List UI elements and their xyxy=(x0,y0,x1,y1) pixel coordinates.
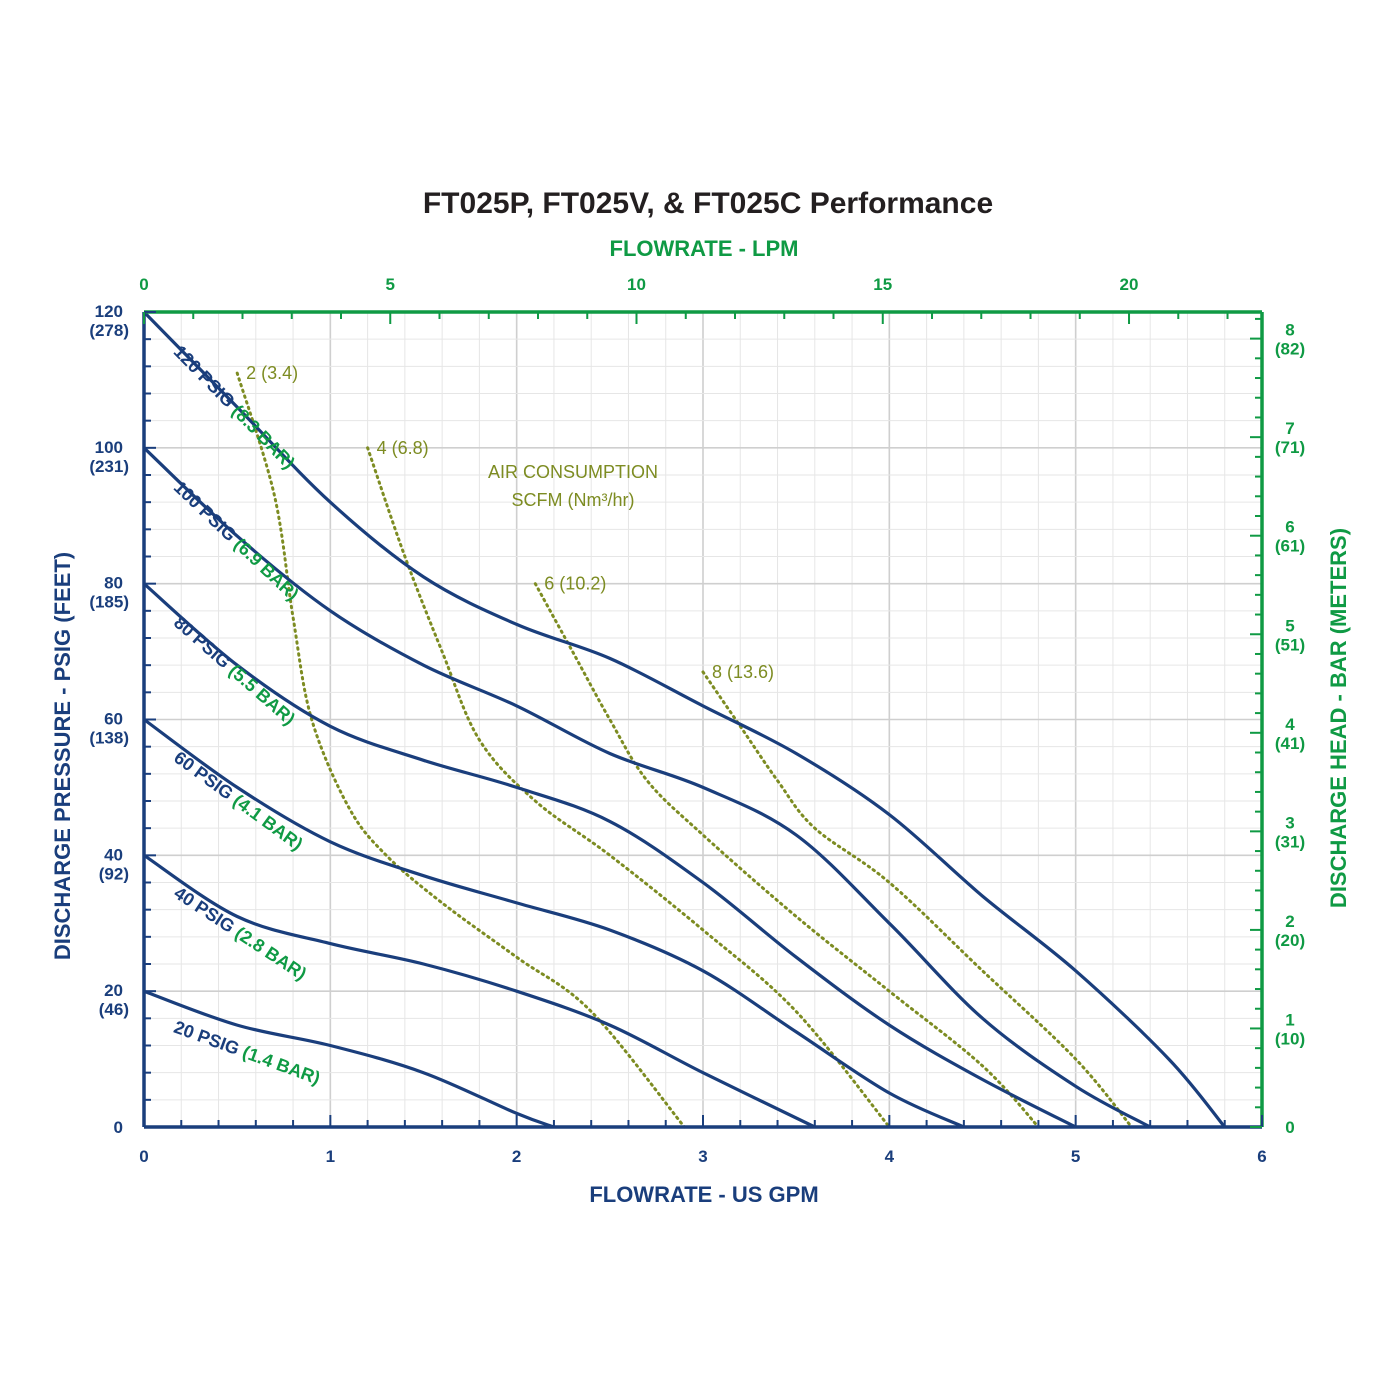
bottom-tick-label: 4 xyxy=(885,1147,895,1166)
left-tick-label: 80 xyxy=(104,574,123,593)
left-tick-label: 20 xyxy=(104,981,123,1000)
bottom-tick-label: 5 xyxy=(1071,1147,1080,1166)
right-tick-label: 2 xyxy=(1285,912,1294,931)
top-tick-label: 15 xyxy=(873,275,892,294)
right-tick-label: 5 xyxy=(1285,616,1294,635)
chart-title: FT025P, FT025V, & FT025C Performance xyxy=(423,187,993,220)
air-consumption-title-line2: SCFM (Nm³/hr) xyxy=(512,490,635,510)
top-tick-label: 0 xyxy=(139,275,148,294)
right-tick-label: 0 xyxy=(1285,1118,1294,1137)
curve-label-bar: (5.5 BAR) xyxy=(225,661,299,729)
right-tick-label: 6 xyxy=(1285,518,1294,537)
bottom-tick-label: 6 xyxy=(1257,1147,1266,1166)
right-tick-sublabel: (82) xyxy=(1275,340,1305,359)
top-axis-title: FLOWRATE - LPM xyxy=(610,236,799,261)
curve-label-bar: (8.3 BAR) xyxy=(228,401,299,473)
performance-curve xyxy=(142,582,1077,1129)
curve-label: 80 PSIG (5.5 BAR) xyxy=(170,612,299,729)
left-axis-title: DISCHARGE PRESSURE - PSIG (FEET) xyxy=(50,552,75,960)
left-tick-label: 120 xyxy=(95,302,123,321)
tick-labels: 0 1 2 3 4 5 60 5 10 15 20020(46)40(92)60(138)80(18… xyxy=(89,275,1305,1166)
air-consumption-title-line1: AIR CONSUMPTION xyxy=(488,462,658,482)
curve-label-bar: (1.4 BAR) xyxy=(240,1042,323,1089)
curve-label-bar: (6.9 BAR) xyxy=(230,534,303,604)
left-tick-label: 40 xyxy=(104,845,123,864)
right-tick-label: 7 xyxy=(1285,419,1294,438)
right-tick-sublabel: (71) xyxy=(1275,438,1305,457)
curve-label-psig: 120 PSIG xyxy=(170,342,242,415)
air-consumption-line xyxy=(701,670,1134,1129)
left-tick-sublabel: (231) xyxy=(89,457,129,476)
left-tick-label: 0 xyxy=(114,1118,123,1137)
axes xyxy=(142,310,1264,1129)
top-tick-label: 10 xyxy=(627,275,646,294)
right-tick-label: 1 xyxy=(1285,1010,1294,1029)
right-tick-sublabel: (31) xyxy=(1275,832,1305,851)
right-tick-sublabel: (20) xyxy=(1275,931,1305,950)
air-consumption-label: 8 (13.6) xyxy=(712,662,774,682)
performance-curve xyxy=(143,718,965,1129)
air-consumption-label: 4 (6.8) xyxy=(377,438,429,458)
right-tick-sublabel: (61) xyxy=(1275,537,1305,556)
bottom-tick-label: 1 xyxy=(326,1147,335,1166)
performance-curve xyxy=(142,446,1151,1129)
curve-labels: 20 PSIG (1.4 BAR)40 PSIG (2.8 BAR)60 PSI… xyxy=(170,342,323,1089)
right-tick-label: 4 xyxy=(1285,715,1295,734)
bottom-axis-title: FLOWRATE - US GPM xyxy=(589,1182,818,1207)
right-tick-label: 3 xyxy=(1285,813,1294,832)
air-consumption-line xyxy=(235,371,686,1129)
bottom-tick-label: 3 xyxy=(698,1147,707,1166)
right-tick-sublabel: (10) xyxy=(1275,1029,1305,1048)
air-consumption-label: 2 (3.4) xyxy=(246,363,298,383)
air-consumption-line xyxy=(366,446,891,1129)
right-tick-label: 8 xyxy=(1285,321,1294,340)
left-tick-sublabel: (92) xyxy=(99,864,129,883)
performance-curves xyxy=(142,310,1226,1129)
left-tick-sublabel: (46) xyxy=(99,1000,129,1019)
top-tick-label: 5 xyxy=(386,275,395,294)
performance-curve xyxy=(143,853,816,1129)
left-tick-sublabel: (138) xyxy=(89,729,129,748)
bottom-tick-label: 0 xyxy=(139,1147,148,1166)
air-consumption-lines: 2 (3.4) 4 (6.8) 6 (10.2) 8 (13.6) xyxy=(235,363,1134,1129)
left-tick-label: 60 xyxy=(104,710,123,729)
curve-label-psig: 80 PSIG xyxy=(170,612,238,675)
left-tick-sublabel: (278) xyxy=(89,321,129,340)
left-tick-label: 100 xyxy=(95,438,123,457)
performance-curve xyxy=(143,989,555,1129)
air-consumption-title: AIR CONSUMPTION SCFM (Nm³/hr) xyxy=(488,462,658,510)
grid xyxy=(143,311,1263,1128)
right-tick-sublabel: (41) xyxy=(1275,734,1305,753)
curve-label: 120 PSIG (8.3 BAR) xyxy=(170,342,299,473)
air-consumption-line xyxy=(533,582,1040,1129)
performance-curve xyxy=(142,310,1226,1129)
bottom-tick-label: 2 xyxy=(512,1147,521,1166)
top-tick-label: 20 xyxy=(1120,275,1139,294)
right-axis-title: DISCHARGE HEAD - BAR (METERS) xyxy=(1326,528,1351,908)
curve-label-bar: (2.8 BAR) xyxy=(231,923,310,984)
right-tick-sublabel: (51) xyxy=(1275,635,1305,654)
left-tick-sublabel: (185) xyxy=(89,593,129,612)
air-consumption-label: 6 (10.2) xyxy=(544,574,606,594)
